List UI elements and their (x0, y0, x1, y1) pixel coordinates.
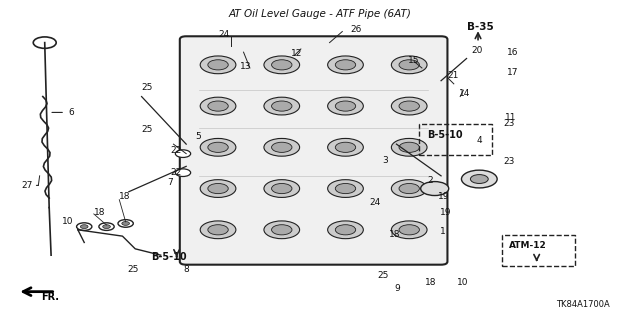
Text: TK84A1700A: TK84A1700A (556, 300, 609, 309)
Circle shape (392, 139, 427, 156)
Circle shape (77, 223, 92, 230)
Text: 10: 10 (62, 217, 74, 226)
Circle shape (328, 56, 364, 74)
Circle shape (271, 225, 292, 235)
Text: 19: 19 (438, 192, 449, 201)
Text: B-5-10: B-5-10 (151, 252, 187, 262)
Text: 12: 12 (291, 49, 303, 58)
Circle shape (461, 170, 497, 188)
Circle shape (271, 142, 292, 152)
Text: 25: 25 (141, 125, 153, 134)
Text: 18: 18 (94, 208, 106, 217)
Circle shape (102, 225, 110, 228)
Circle shape (399, 101, 419, 111)
Text: 18: 18 (425, 278, 436, 287)
Circle shape (271, 183, 292, 194)
Circle shape (122, 221, 129, 225)
Circle shape (335, 183, 356, 194)
Circle shape (420, 181, 449, 196)
Text: 24: 24 (370, 198, 381, 207)
Text: 26: 26 (351, 25, 362, 35)
Circle shape (271, 60, 292, 70)
Circle shape (175, 150, 191, 157)
Circle shape (470, 175, 488, 183)
Circle shape (392, 97, 427, 115)
Circle shape (328, 221, 364, 239)
Circle shape (399, 60, 419, 70)
Circle shape (328, 139, 364, 156)
Circle shape (328, 97, 364, 115)
Text: 10: 10 (457, 278, 468, 287)
Circle shape (264, 221, 300, 239)
Circle shape (399, 142, 419, 152)
Circle shape (264, 180, 300, 197)
Circle shape (81, 225, 88, 228)
Text: 21: 21 (447, 71, 459, 80)
Text: 18: 18 (389, 230, 401, 239)
Circle shape (200, 97, 236, 115)
Text: B-5-10: B-5-10 (427, 130, 463, 140)
Text: 11: 11 (505, 113, 516, 122)
Circle shape (200, 139, 236, 156)
Circle shape (328, 180, 364, 197)
Circle shape (175, 169, 191, 177)
Circle shape (200, 56, 236, 74)
Circle shape (335, 225, 356, 235)
Circle shape (99, 223, 114, 230)
Circle shape (200, 221, 236, 239)
Circle shape (208, 225, 228, 235)
Text: B-35: B-35 (467, 22, 493, 32)
Text: AT Oil Level Gauge - ATF Pipe (6AT): AT Oil Level Gauge - ATF Pipe (6AT) (228, 9, 412, 19)
Circle shape (335, 60, 356, 70)
Circle shape (264, 139, 300, 156)
Text: 27: 27 (22, 181, 33, 190)
Circle shape (264, 56, 300, 74)
Text: 1: 1 (440, 227, 445, 236)
Text: 22: 22 (170, 168, 182, 177)
Text: 18: 18 (119, 192, 131, 201)
Text: 23: 23 (504, 119, 515, 128)
Text: 22: 22 (170, 146, 182, 155)
Circle shape (208, 183, 228, 194)
Circle shape (399, 225, 419, 235)
Circle shape (208, 142, 228, 152)
Text: 16: 16 (507, 48, 518, 57)
Text: 14: 14 (459, 89, 470, 98)
Text: FR.: FR. (41, 292, 59, 302)
Text: 7: 7 (167, 173, 173, 182)
Text: 19: 19 (440, 208, 451, 217)
Circle shape (200, 180, 236, 197)
Text: 2: 2 (427, 176, 433, 185)
Text: 25: 25 (141, 83, 153, 92)
Circle shape (271, 101, 292, 111)
Circle shape (208, 60, 228, 70)
Text: 5: 5 (196, 132, 202, 141)
Circle shape (392, 56, 427, 74)
Text: 13: 13 (241, 62, 252, 71)
Text: 4: 4 (476, 136, 482, 146)
Text: 7: 7 (167, 178, 173, 187)
Text: 25: 25 (378, 271, 388, 280)
Text: 8: 8 (183, 265, 189, 274)
Text: 6: 6 (68, 108, 74, 117)
FancyBboxPatch shape (180, 36, 447, 265)
Circle shape (335, 101, 356, 111)
Text: 17: 17 (507, 68, 518, 77)
Circle shape (118, 220, 133, 227)
Circle shape (392, 180, 427, 197)
Text: 15: 15 (408, 56, 419, 65)
Text: 9: 9 (394, 284, 400, 293)
Circle shape (392, 221, 427, 239)
Circle shape (399, 183, 419, 194)
Circle shape (335, 142, 356, 152)
Text: 3: 3 (383, 156, 388, 164)
Circle shape (264, 97, 300, 115)
Text: ATM-12: ATM-12 (509, 241, 547, 250)
Text: 23: 23 (504, 157, 515, 166)
Text: 25: 25 (127, 265, 138, 274)
Circle shape (33, 37, 56, 48)
Text: 20: 20 (472, 46, 483, 55)
Circle shape (208, 101, 228, 111)
Text: 24: 24 (218, 30, 229, 39)
